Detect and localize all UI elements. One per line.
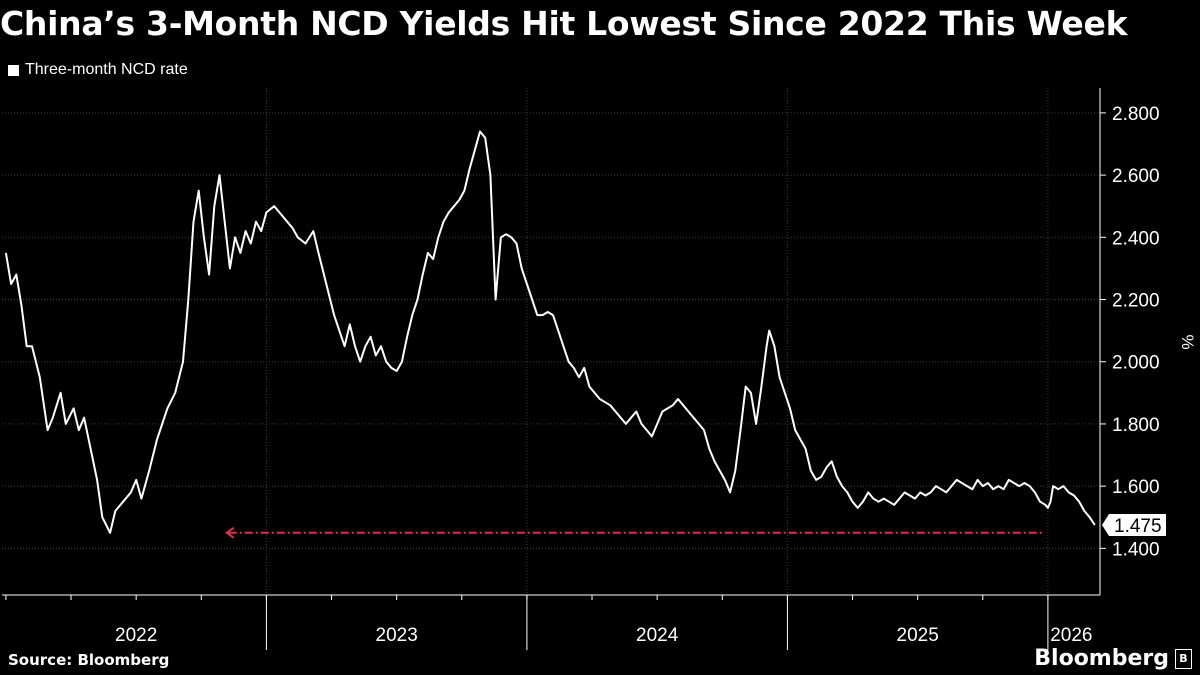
y-axis-unit-label: % — [1178, 334, 1197, 349]
legend-label: Three-month NCD rate — [25, 61, 188, 78]
x-tick-label: 2022 — [115, 625, 157, 646]
legend-swatch — [8, 64, 19, 76]
x-tick-label: 2024 — [636, 625, 679, 646]
legend: Three-month NCD rate — [8, 61, 188, 79]
last-value-label: 1.475 — [1114, 516, 1162, 537]
y-tick-label: 2.200 — [1112, 291, 1160, 312]
reference-arrowhead — [225, 526, 235, 539]
y-tick-label: 1.800 — [1112, 415, 1160, 436]
x-tick-label: 2023 — [376, 625, 418, 646]
x-tick-label: 2026 — [1050, 625, 1092, 646]
y-tick-label: 1.400 — [1112, 539, 1160, 560]
y-tick-label: 2.600 — [1112, 166, 1160, 187]
last-value-callout-box — [1102, 514, 1166, 537]
brand-name: Bloomberg — [1034, 646, 1169, 671]
y-tick-label: 2.400 — [1112, 228, 1160, 249]
brand-logo: Bloomberg B — [1034, 646, 1192, 671]
y-tick-label: 2.800 — [1112, 104, 1160, 125]
x-tick-label: 2025 — [897, 625, 939, 646]
bloomberg-terminal-icon: B — [1175, 648, 1192, 669]
source-note: Source: Bloomberg — [8, 651, 170, 669]
chart-title: China’s 3-Month NCD Yields Hit Lowest Si… — [0, 4, 1128, 43]
y-tick-label: 1.600 — [1112, 477, 1160, 498]
series-line — [4, 130, 1096, 534]
y-tick-label: 2.000 — [1112, 353, 1160, 374]
